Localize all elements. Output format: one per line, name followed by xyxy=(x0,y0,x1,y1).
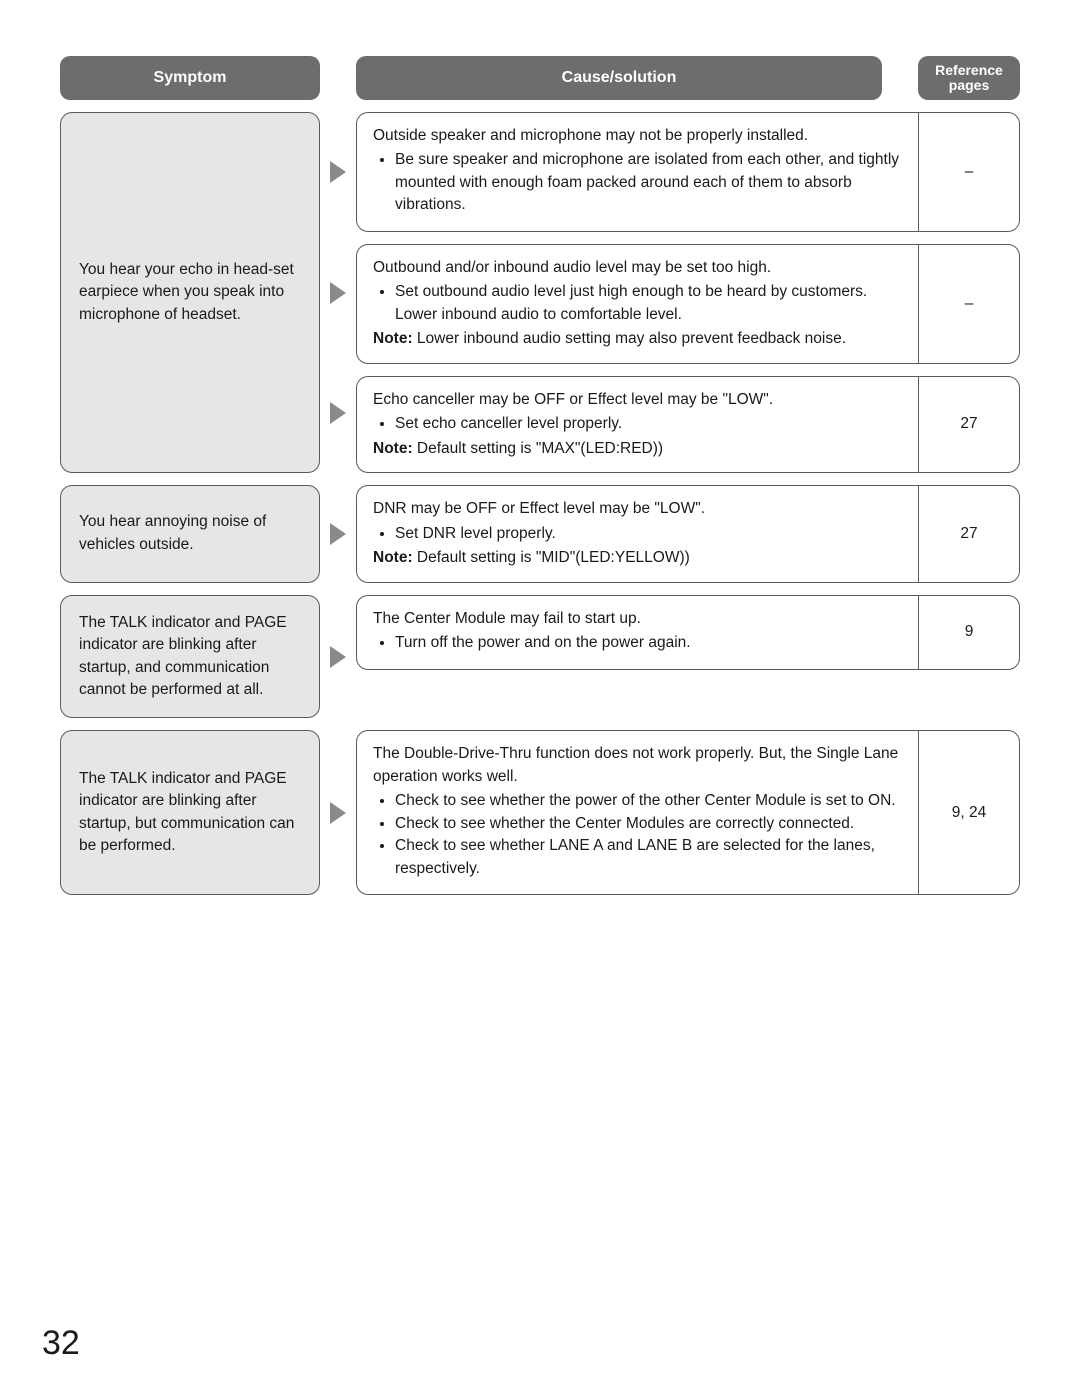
header-reference: Referencepages xyxy=(918,56,1020,100)
arrow-icon xyxy=(330,802,346,824)
cause-box: Outbound and/or inbound audio level may … xyxy=(356,244,918,364)
header-symptom: Symptom xyxy=(60,56,320,100)
reference-pages: 27 xyxy=(918,376,1020,473)
cause-box: DNR may be OFF or Effect level may be "L… xyxy=(356,485,918,582)
symptom-box: The TALK indicator and PAGE indicator ar… xyxy=(60,730,320,895)
header-cause: Cause/solution xyxy=(356,56,882,100)
arrow-icon xyxy=(330,523,346,545)
arrow-icon xyxy=(330,282,346,304)
arrow-icon xyxy=(330,402,346,424)
page-number: 32 xyxy=(42,1324,80,1363)
cause-box: Echo canceller may be OFF or Effect leve… xyxy=(356,376,918,473)
reference-pages: 9, 24 xyxy=(918,730,1020,895)
symptom-box: You hear your echo in head-set earpiece … xyxy=(60,112,320,473)
symptom-box: The TALK indicator and PAGE indicator ar… xyxy=(60,595,320,719)
arrow-icon xyxy=(330,646,346,668)
reference-pages: 27 xyxy=(918,485,1020,582)
arrow-icon xyxy=(330,161,346,183)
reference-pages: – xyxy=(918,112,1020,232)
cause-box: The Center Module may fail to start up.T… xyxy=(356,595,918,670)
symptom-box: You hear annoying noise of vehicles outs… xyxy=(60,485,320,582)
reference-pages: – xyxy=(918,244,1020,364)
reference-pages: 9 xyxy=(918,595,1020,670)
cause-box: Outside speaker and microphone may not b… xyxy=(356,112,918,232)
cause-box: The Double-Drive-Thru function does not … xyxy=(356,730,918,895)
